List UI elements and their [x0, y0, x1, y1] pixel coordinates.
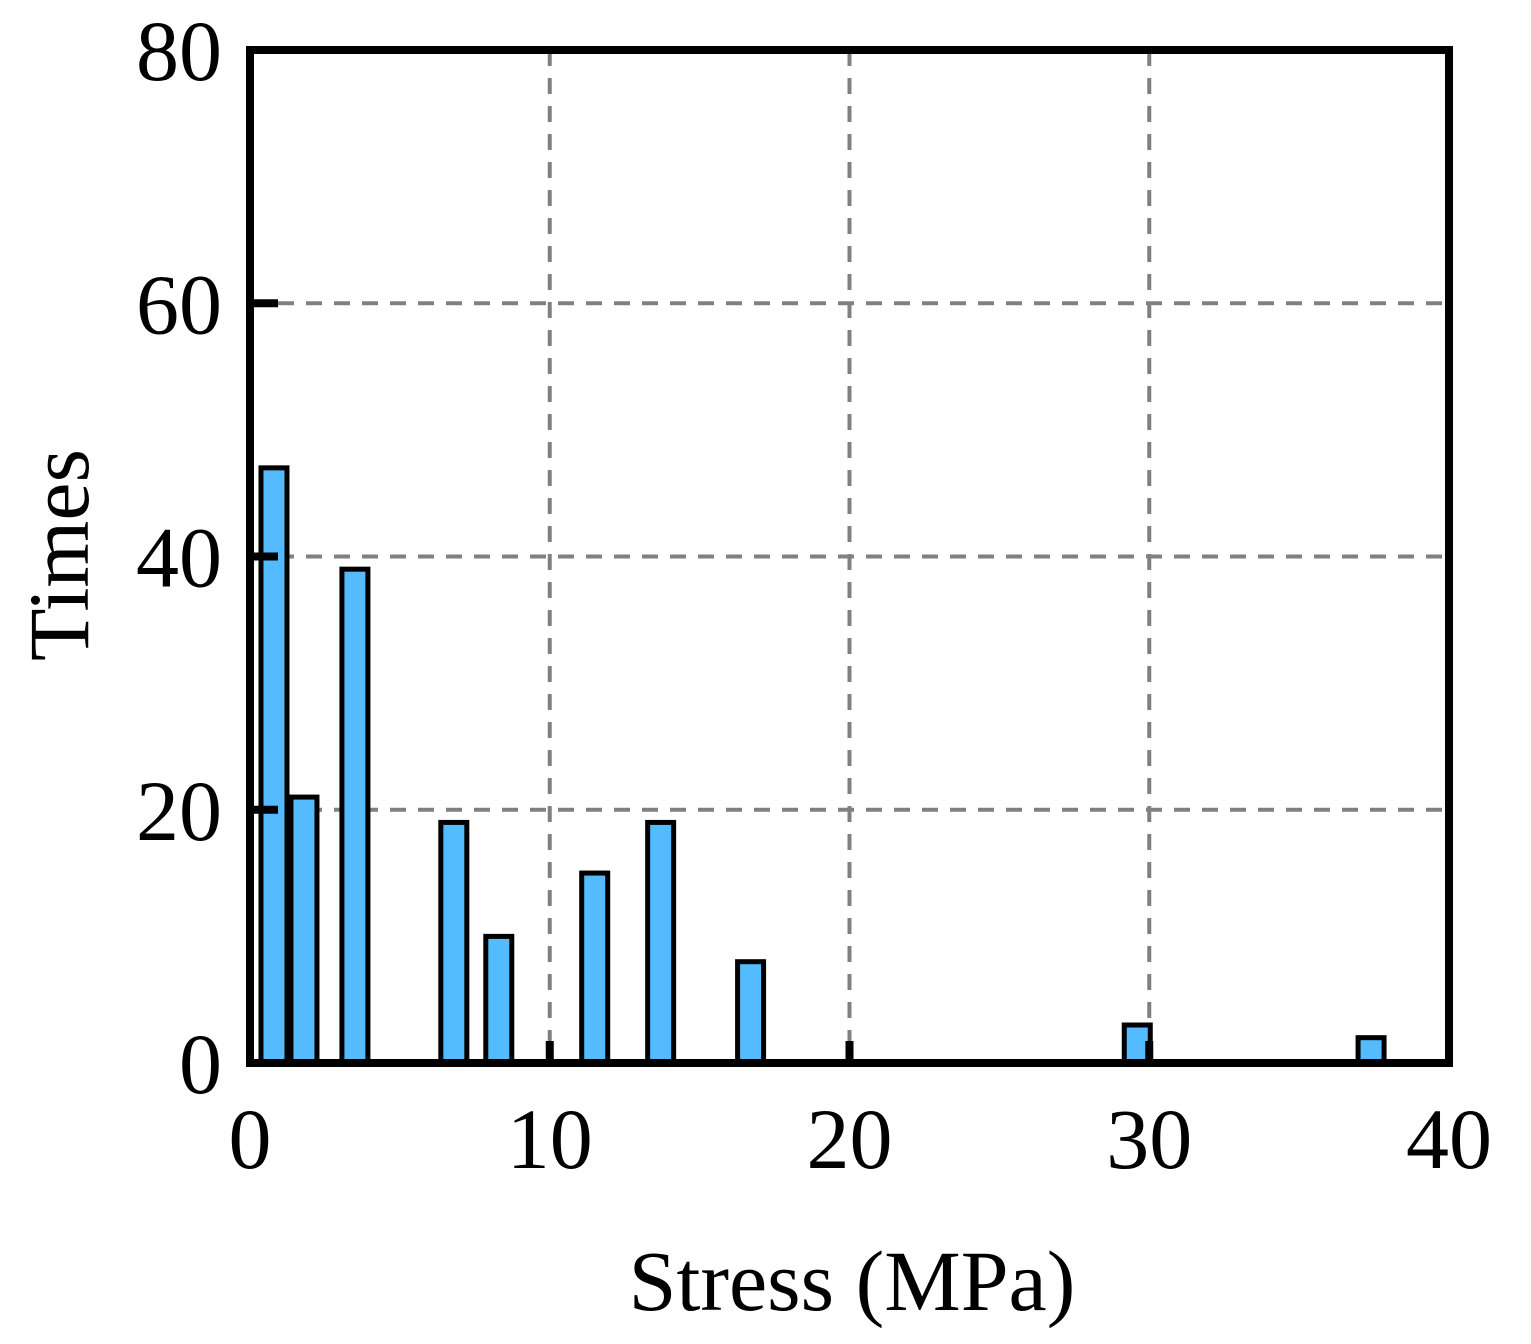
bar — [438, 819, 470, 1066]
x-tick-label: 20 — [807, 1091, 893, 1187]
bar — [735, 959, 767, 1066]
y-tick-label: 40 — [136, 510, 222, 606]
grid-lines — [250, 50, 1449, 1063]
bar — [288, 794, 320, 1066]
y-tick-labels: 0 20 40 60 80 — [136, 3, 222, 1112]
bar — [339, 566, 371, 1066]
bars — [258, 465, 1387, 1066]
y-tick-label: 20 — [136, 763, 222, 859]
x-axis-label: Stress (MPa) — [629, 1233, 1076, 1329]
x-tick-labels: 0 10 20 30 40 — [229, 1091, 1493, 1187]
bar — [579, 870, 611, 1066]
tick-marks — [250, 299, 1154, 1063]
bar — [483, 933, 515, 1066]
plot-area-frame — [246, 46, 1453, 1067]
y-tick-label: 60 — [136, 256, 222, 352]
y-axis-label: Times — [11, 449, 107, 661]
x-tick-label: 10 — [507, 1091, 593, 1187]
bar — [645, 819, 677, 1066]
x-tick-label: 30 — [1106, 1091, 1192, 1187]
x-tick-label: 0 — [229, 1091, 272, 1187]
y-tick-label: 80 — [136, 3, 222, 99]
y-tick-label: 0 — [179, 1016, 222, 1112]
bar — [258, 465, 290, 1066]
x-tick-label: 40 — [1406, 1091, 1492, 1187]
